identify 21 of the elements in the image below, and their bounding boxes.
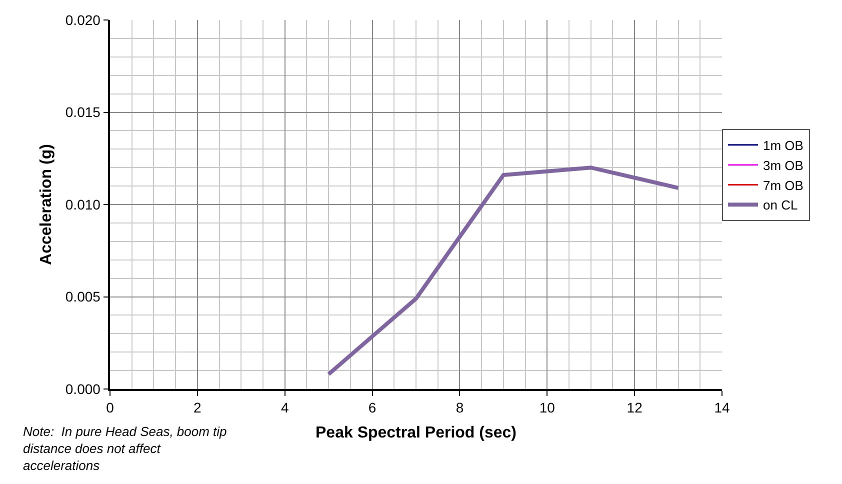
line-series [326, 166, 680, 376]
legend-label: 3m OB [763, 158, 804, 173]
y-tick-label: 0.005 [65, 288, 101, 305]
x-tick-label: 4 [280, 400, 289, 416]
x-axis-title: Peak Spectral Period (sec) [316, 424, 516, 442]
x-tick-label: 8 [456, 400, 464, 416]
legend-label: 7m OB [763, 178, 804, 193]
x-tick-label: 12 [626, 400, 643, 416]
y-tick-label: 0.000 [65, 380, 101, 397]
text: Note: In pure Head Seas, boom tip distance does not affect accelerations [23, 424, 227, 473]
x-tick-label: 10 [539, 400, 556, 416]
x-tick-label: 6 [368, 400, 376, 416]
y-tick-label: 0.020 [65, 12, 101, 28]
y-axis-title: Acceleration (g) [38, 144, 55, 265]
y-tick-label: 0.010 [65, 196, 101, 212]
legend-label: 1m OB [763, 138, 804, 153]
x-tick-label: 14 [714, 400, 730, 416]
x-tick-label: 0 [106, 400, 114, 416]
legend-label: on CL [763, 198, 798, 213]
x-tick-label: 2 [194, 400, 202, 416]
y-tick-label: 0.015 [65, 104, 101, 120]
